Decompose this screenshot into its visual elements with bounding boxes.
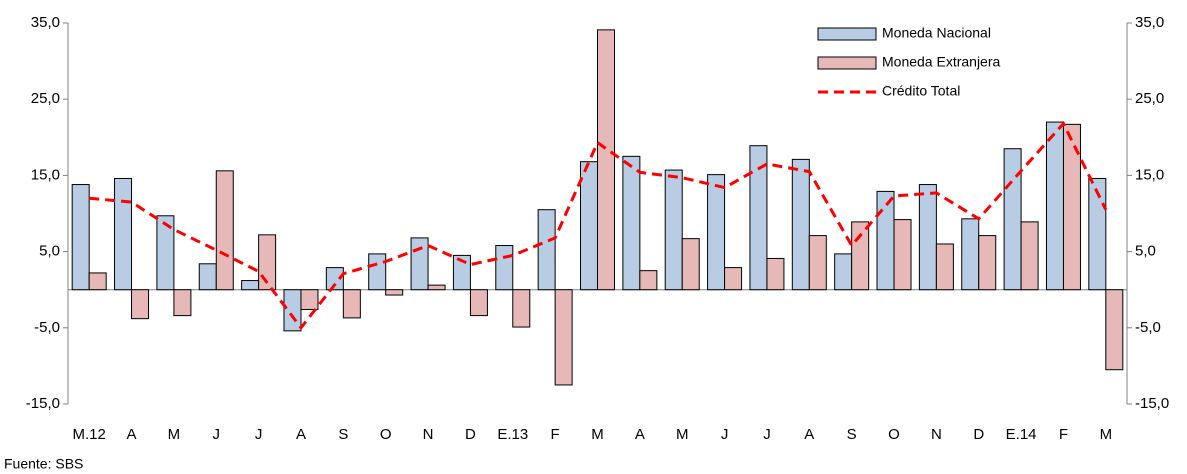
x-tick-label: M [168, 426, 181, 443]
bar [1105, 289, 1124, 371]
bar [707, 174, 726, 291]
legend-label: Moneda Extranjera [882, 54, 1001, 70]
bar [580, 161, 598, 291]
bar [283, 289, 302, 332]
x-tick-label: E.13 [497, 426, 528, 443]
x-tick-label: J [763, 426, 771, 443]
bar [724, 267, 743, 291]
y-tick-label: -5,0 [34, 319, 60, 336]
x-tick-label: O [888, 426, 900, 443]
x-tick-label: A [296, 426, 306, 443]
bar [410, 237, 429, 291]
bar [893, 219, 912, 291]
bar [664, 169, 683, 291]
y2-tick-label: -15,0 [1135, 395, 1169, 412]
y-tick-label: 5,0 [39, 243, 60, 260]
bar [808, 235, 827, 291]
bar [978, 235, 997, 291]
bar [131, 289, 150, 320]
x-tick-label: N [931, 426, 942, 443]
bar [368, 253, 387, 291]
x-tick-label: A [127, 426, 137, 443]
bar [469, 289, 488, 317]
legend-swatch [817, 56, 877, 70]
bar [88, 272, 107, 291]
x-tick-label: A [804, 426, 814, 443]
bar [851, 221, 870, 291]
bar [427, 284, 446, 291]
y2-tick-label: 25,0 [1135, 90, 1164, 107]
bar [681, 238, 700, 291]
bar [300, 289, 319, 311]
x-tick-label: O [380, 426, 392, 443]
bar [156, 215, 175, 291]
bar [71, 184, 90, 291]
bar [173, 289, 192, 317]
bar [1045, 121, 1064, 291]
y2-tick-label: 15,0 [1135, 166, 1164, 183]
y2-tick-label: 5,0 [1135, 243, 1156, 260]
y-tick-label: 25,0 [31, 90, 60, 107]
y2-tick-label: 35,0 [1135, 14, 1164, 31]
bar [1062, 123, 1081, 291]
bar [114, 177, 133, 291]
bar [325, 267, 344, 291]
bar [834, 253, 853, 291]
x-tick-label: A [635, 426, 645, 443]
y-tick-label: 35,0 [31, 14, 60, 31]
bar [495, 245, 514, 291]
bar [791, 158, 810, 291]
bar [1020, 221, 1039, 291]
bar [452, 254, 471, 291]
bar [215, 170, 234, 291]
bar [961, 218, 980, 291]
x-tick-label: F [551, 426, 560, 443]
x-tick-label: J [721, 426, 729, 443]
x-tick-label: M [1100, 426, 1113, 443]
legend-swatch [817, 27, 877, 41]
bar [554, 289, 573, 386]
x-tick-label: M [676, 426, 689, 443]
bar [198, 263, 217, 291]
bar [1003, 148, 1022, 291]
x-tick-label: J [255, 426, 263, 443]
bar [342, 289, 361, 319]
x-tick-label: S [847, 426, 857, 443]
x-tick-label: N [423, 426, 434, 443]
bar [639, 270, 658, 291]
x-tick-label: S [338, 426, 348, 443]
x-tick-label: E.14 [1006, 426, 1037, 443]
line [89, 120, 1108, 331]
bar [876, 190, 895, 291]
x-tick-label: M.12 [73, 426, 106, 443]
legend-label: Moneda Nacional [882, 25, 991, 41]
bar [385, 289, 404, 296]
bar [537, 209, 556, 291]
bar [918, 184, 937, 291]
y-tick-label: 15,0 [31, 166, 60, 183]
x-tick-label: J [213, 426, 221, 443]
x-tick-label: F [1059, 426, 1068, 443]
bar [622, 155, 641, 291]
bar [241, 280, 260, 291]
y2-tick-label: -5,0 [1135, 319, 1161, 336]
bar [749, 145, 768, 291]
x-tick-label: D [465, 426, 476, 443]
bar [512, 289, 531, 328]
source-note: Fuente: SBS [4, 456, 83, 472]
legend-label: Crédito Total [882, 83, 960, 99]
y-tick-label: -15,0 [26, 395, 60, 412]
x-tick-label: M [591, 426, 604, 443]
bar [935, 243, 954, 291]
bar [766, 257, 785, 291]
x-tick-label: D [973, 426, 984, 443]
bar [597, 29, 615, 291]
bar [1088, 177, 1107, 291]
